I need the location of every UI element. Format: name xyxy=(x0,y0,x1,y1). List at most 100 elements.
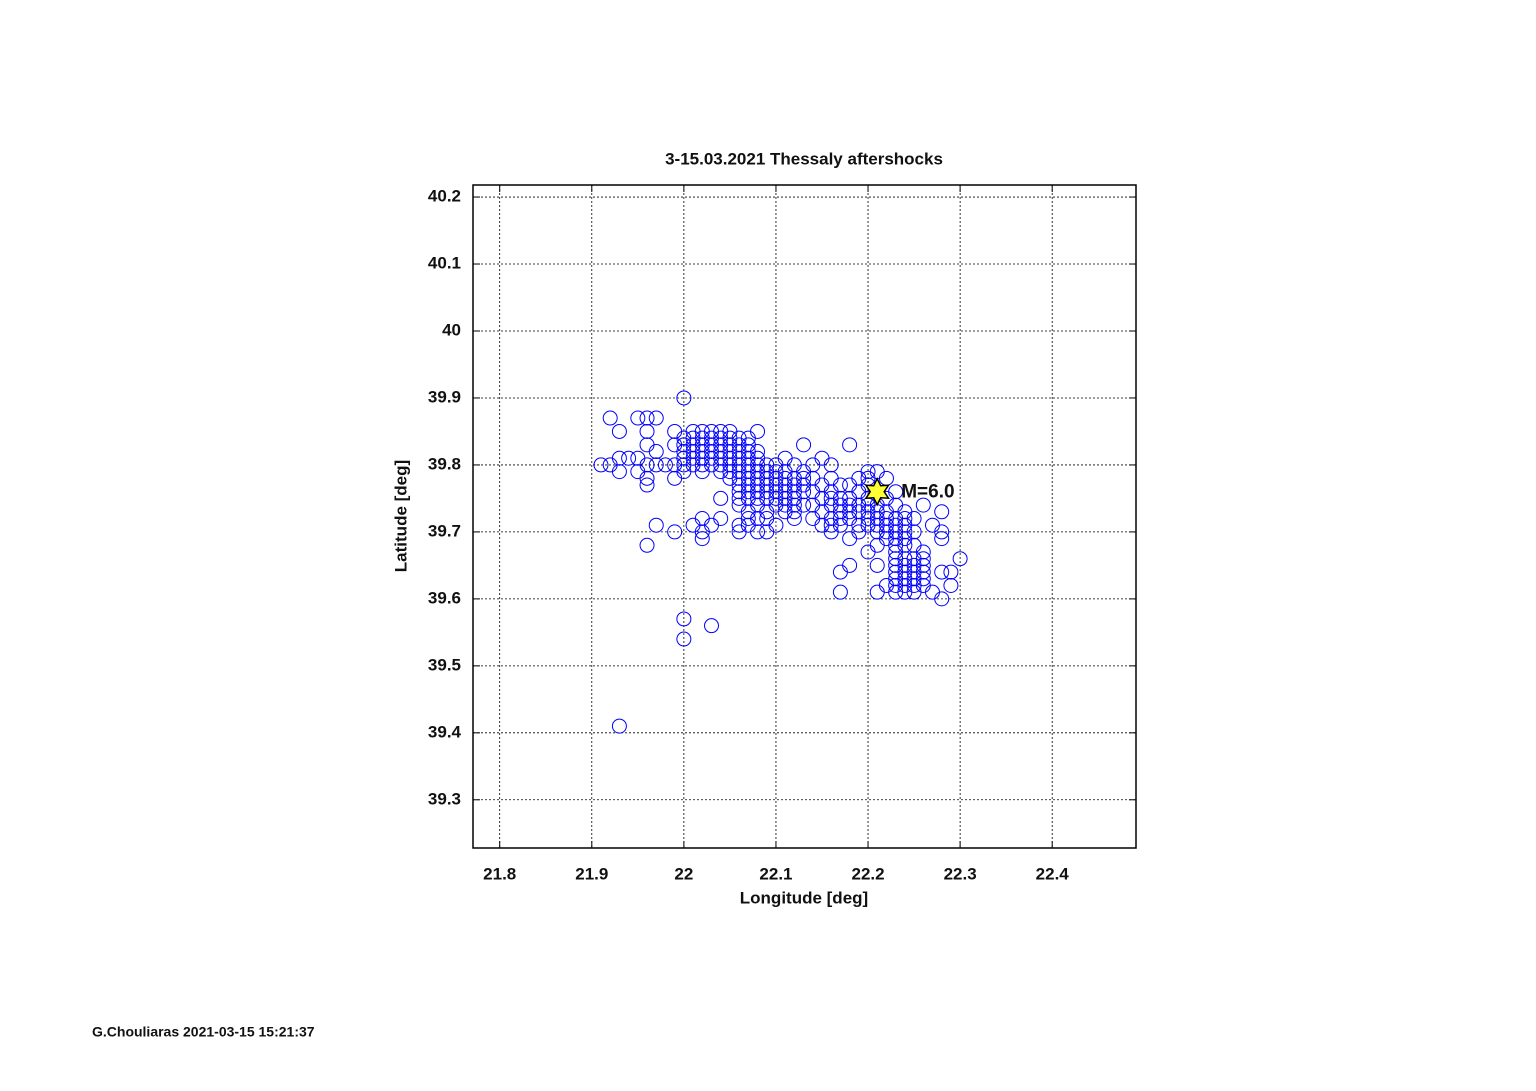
y-axis-label: Latitude [deg] xyxy=(391,460,410,572)
point xyxy=(648,457,664,473)
point xyxy=(823,517,839,533)
point xyxy=(906,537,922,553)
point xyxy=(667,524,683,540)
y-tick-label: 39.7 xyxy=(428,521,461,540)
point xyxy=(851,484,867,500)
point xyxy=(842,531,858,547)
point xyxy=(860,544,876,560)
point xyxy=(639,437,655,453)
point xyxy=(934,504,950,520)
x-tick-label: 22.1 xyxy=(759,864,792,883)
point xyxy=(786,504,802,520)
point xyxy=(906,584,922,600)
point xyxy=(602,410,618,426)
y-tick-label: 39.9 xyxy=(428,387,461,406)
point xyxy=(639,537,655,553)
point xyxy=(934,524,950,540)
x-tick-label: 21.9 xyxy=(575,864,608,883)
chart-title: 3-15.03.2021 Thessaly aftershocks xyxy=(665,149,943,168)
x-tick-label: 22.3 xyxy=(944,864,977,883)
point xyxy=(750,423,766,439)
point xyxy=(611,718,627,734)
point xyxy=(667,423,683,439)
point xyxy=(888,584,904,600)
point xyxy=(924,584,940,600)
point xyxy=(842,437,858,453)
y-tick-label: 39.3 xyxy=(428,789,461,808)
plot-frame xyxy=(472,184,1137,849)
point xyxy=(805,511,821,527)
point xyxy=(694,457,710,473)
point xyxy=(731,490,747,506)
point xyxy=(814,477,830,493)
mainshock-label: M=6.0 xyxy=(901,482,954,503)
point xyxy=(648,517,664,533)
point xyxy=(952,551,968,567)
point xyxy=(915,497,931,513)
point xyxy=(731,517,747,533)
point xyxy=(694,464,710,480)
point xyxy=(630,410,646,426)
point xyxy=(703,517,719,533)
point xyxy=(611,450,627,466)
footer: G.Chouliaras 2021-03-15 15:21:37 xyxy=(92,1024,315,1040)
point xyxy=(648,444,664,460)
point xyxy=(869,557,885,573)
point xyxy=(694,524,710,540)
point xyxy=(888,537,904,553)
point xyxy=(685,517,701,533)
point xyxy=(703,618,719,634)
point xyxy=(750,524,766,540)
point xyxy=(786,511,802,527)
point xyxy=(924,517,940,533)
point xyxy=(676,611,692,627)
point xyxy=(676,390,692,406)
point xyxy=(667,470,683,486)
point xyxy=(639,470,655,486)
point xyxy=(630,450,646,466)
y-tick-label: 40 xyxy=(442,320,461,339)
point xyxy=(869,584,885,600)
point xyxy=(869,537,885,553)
point xyxy=(593,457,609,473)
point xyxy=(869,464,885,480)
point xyxy=(823,457,839,473)
point xyxy=(639,423,655,439)
x-tick-label: 22 xyxy=(674,864,693,883)
point xyxy=(832,564,848,580)
point xyxy=(851,517,867,533)
point xyxy=(897,584,913,600)
y-tick-label: 40.1 xyxy=(428,254,461,273)
point xyxy=(639,477,655,493)
x-tick-label: 21.8 xyxy=(483,864,516,883)
point xyxy=(694,531,710,547)
point xyxy=(676,457,692,473)
point xyxy=(934,591,950,607)
point xyxy=(906,511,922,527)
point xyxy=(777,450,793,466)
y-tick-label: 40.2 xyxy=(428,187,461,206)
x-axis-label: Longitude [deg] xyxy=(740,888,868,907)
point xyxy=(731,524,747,540)
point xyxy=(842,477,858,493)
point xyxy=(814,504,830,520)
point xyxy=(611,464,627,480)
points xyxy=(593,390,968,734)
point xyxy=(814,450,830,466)
y-tick-label: 39.5 xyxy=(428,655,461,674)
point xyxy=(694,511,710,527)
point xyxy=(832,584,848,600)
point xyxy=(823,524,839,540)
point xyxy=(934,531,950,547)
x-tick-label: 22.2 xyxy=(851,864,884,883)
point xyxy=(842,557,858,573)
point xyxy=(639,457,655,473)
point xyxy=(934,564,950,580)
point xyxy=(796,437,812,453)
point xyxy=(805,470,821,486)
x-tick-label: 22.4 xyxy=(1036,864,1070,883)
point xyxy=(878,470,894,486)
point xyxy=(805,484,821,500)
